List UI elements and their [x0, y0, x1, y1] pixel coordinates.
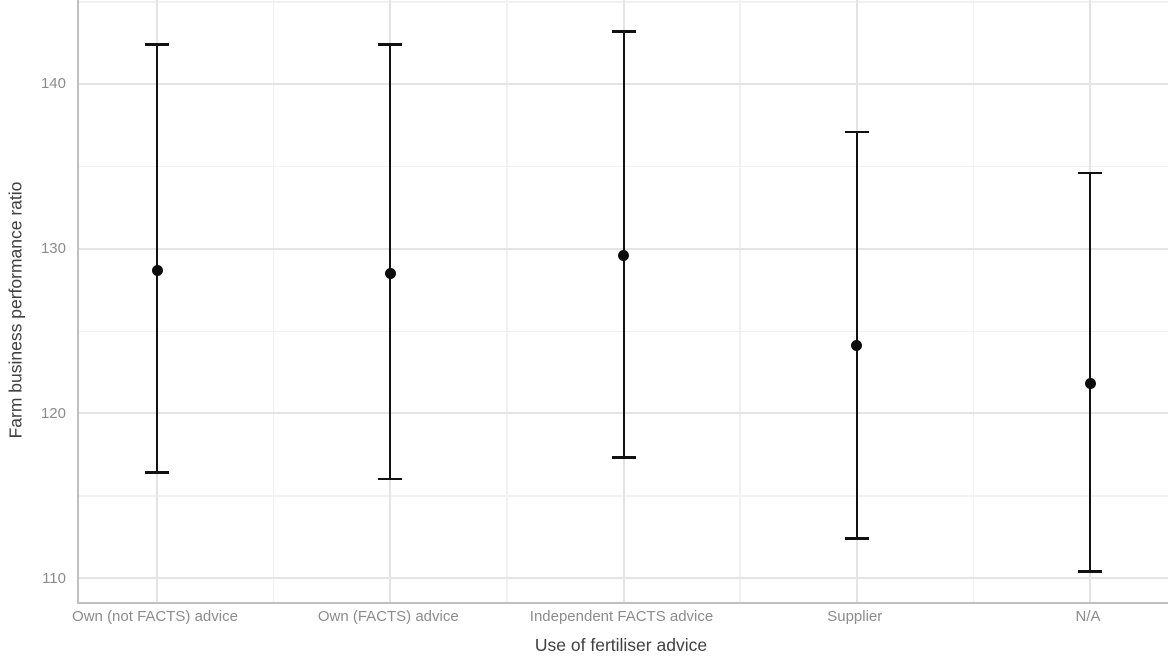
errorbar-top-cap — [611, 30, 636, 33]
errorbar-stem — [855, 131, 858, 539]
errorbar-top-cap — [145, 43, 169, 46]
gridline-minor-vertical — [506, 0, 508, 602]
y-axis-title: Farm business performance ratio — [5, 181, 26, 439]
errorbar-stem — [389, 44, 392, 480]
errorbar-top-cap — [844, 130, 869, 134]
errorbar-stem — [1089, 172, 1091, 572]
x-tick-label: N/A — [1075, 608, 1101, 625]
data-point — [151, 264, 163, 276]
errorbar-bottom-cap — [378, 477, 403, 481]
gridline-minor-vertical — [739, 0, 741, 602]
gridline-minor-vertical — [272, 0, 275, 602]
x-axis-title: Use of fertiliser advice — [534, 635, 708, 655]
x-tick-label: Supplier — [827, 608, 883, 625]
plot-panel — [77, 0, 1168, 604]
data-point — [851, 340, 863, 352]
x-tick-label: Own (not FACTS) advice — [72, 608, 238, 625]
errorbar-bottom-cap — [844, 537, 869, 540]
data-point — [384, 267, 396, 279]
gridline-minor-vertical — [972, 0, 975, 602]
errorbar-bottom-cap — [611, 456, 636, 459]
errorbar-stem — [622, 31, 625, 458]
y-tick-label: 120 — [40, 404, 66, 422]
errorbar-bottom-cap — [1078, 570, 1102, 573]
x-tick-label: Independent FACTS advice — [529, 608, 714, 625]
errorbar-top-cap — [1078, 171, 1102, 175]
errorbar-bottom-cap — [145, 471, 169, 474]
data-point — [618, 249, 629, 261]
y-tick-label: 110 — [42, 569, 66, 587]
y-tick-label: 130 — [40, 240, 66, 258]
y-tick-label: 140 — [40, 75, 66, 93]
errorbar-stem — [156, 44, 158, 473]
x-tick-label: Own (FACTS) advice — [317, 608, 459, 625]
data-point — [1084, 378, 1096, 390]
errorbar-top-cap — [378, 43, 403, 46]
